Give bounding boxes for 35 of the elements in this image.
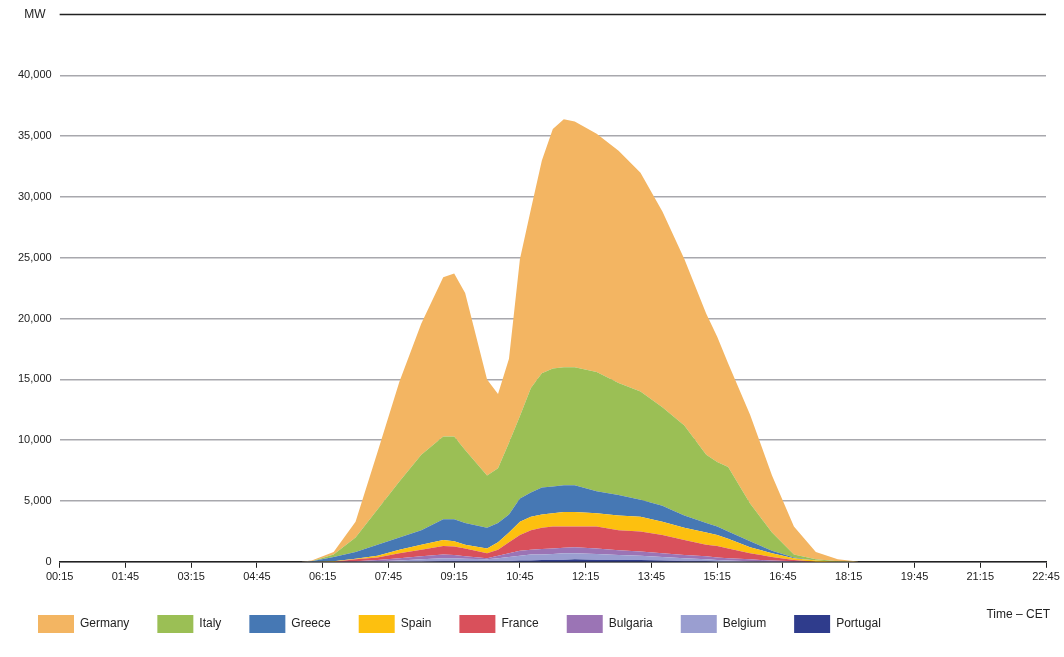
y-tick-label: 0 [45,554,52,567]
y-axis-title: MW [24,6,47,21]
x-tick-label: 09:15 [440,570,468,583]
y-tick-label: 5,000 [24,494,52,507]
x-tick-label: 01:45 [111,570,140,583]
x-tick-label: 19:45 [900,570,929,583]
x-tick-label: 15:15 [703,570,731,583]
y-tick-label: 20,000 [17,311,52,324]
x-tick-label: 00:15 [45,570,74,583]
legend-label: Greece [291,616,332,631]
y-tick-label: 15,000 [17,372,52,385]
x-tick-label: 21:15 [966,570,995,583]
legend-label: Germany [80,616,130,631]
x-tick-label: 04:45 [243,570,271,583]
legend-label: Portugal [836,616,881,631]
y-tick-label: 30,000 [17,190,52,203]
y-tick-label: 25,000 [17,250,52,263]
y-tick-label: 35,000 [17,129,52,142]
x-tick-label: 22:45 [1032,570,1060,583]
y-tick-label: 40,000 [17,68,52,81]
legend-label: Spain [400,616,432,631]
legend-label: Belgium [722,616,767,631]
x-tick-label: 07:45 [374,570,403,583]
legend-label: Bulgaria [608,616,654,631]
y-tick-label: 10,000 [17,433,52,446]
x-tick-label: 12:15 [571,570,600,583]
x-tick-label: 10:45 [506,570,534,583]
x-tick-label: 13:45 [637,570,666,583]
x-tick-label: 18:15 [834,570,863,583]
x-tick-label: 16:45 [769,570,797,583]
legend-label: Italy [199,616,222,631]
legend-label: France [501,616,540,631]
x-tick-label: 06:15 [308,570,337,583]
x-tick-label: 03:15 [177,570,205,583]
x-axis-title: Time – CET [986,607,1051,622]
